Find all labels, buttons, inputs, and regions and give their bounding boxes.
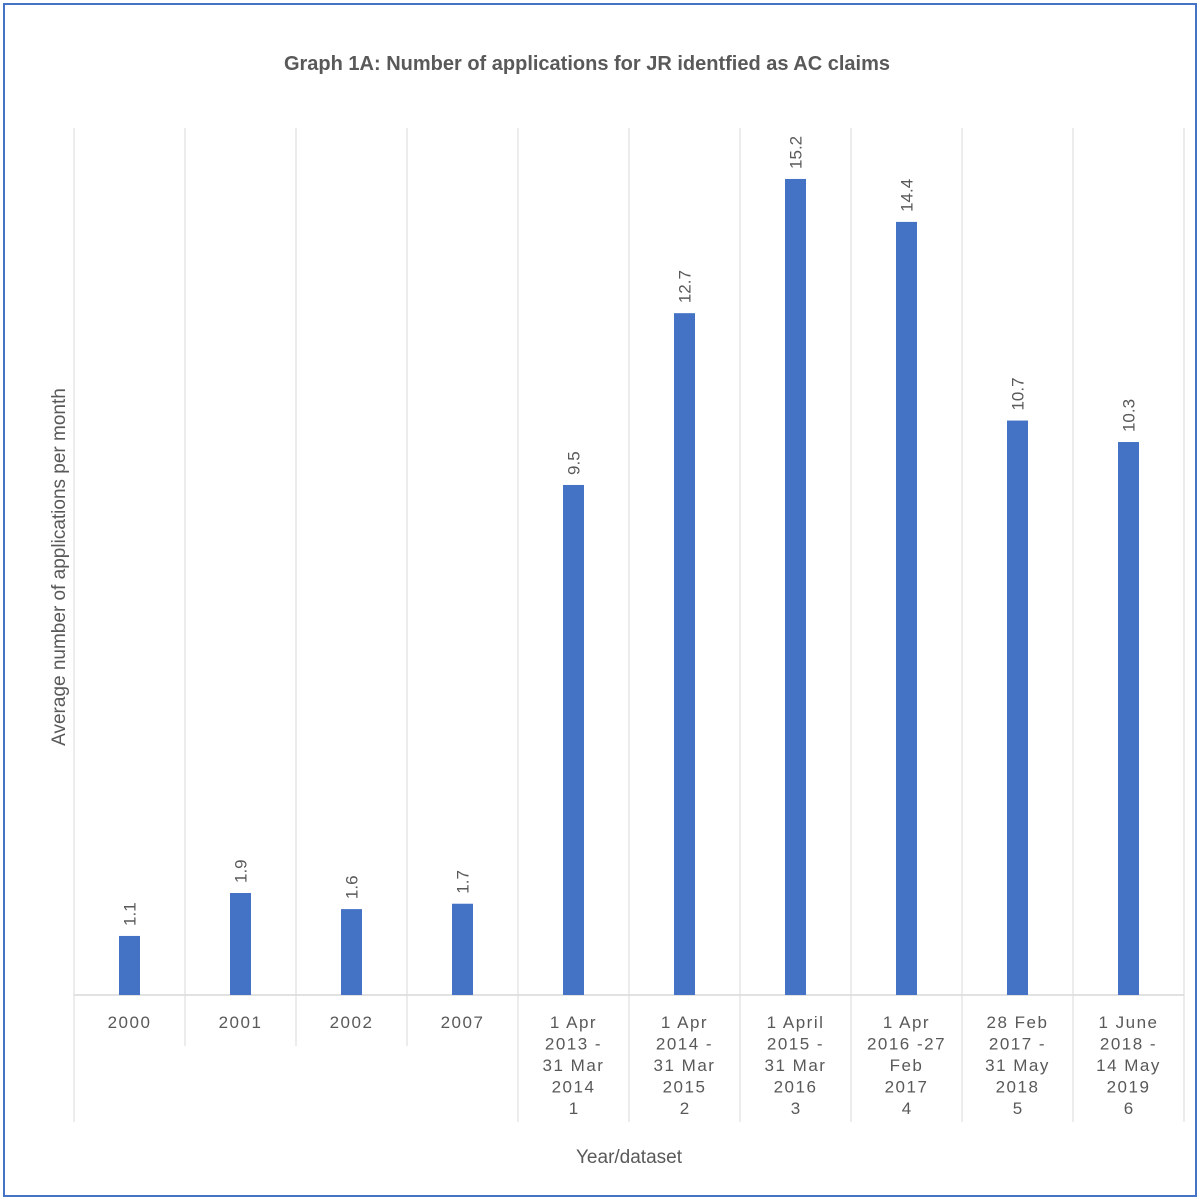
x-tick-label: 2019 [1107,1078,1151,1097]
x-tick-label: 2007 [441,1013,485,1032]
x-tick-label: 1 June [1098,1013,1158,1032]
x-tick-label: 2001 [219,1013,263,1032]
data-label: 1.9 [232,859,251,883]
chart-title: Graph 1A: Number of applications for JR … [283,53,891,75]
x-tick-label: 2002 [330,1013,374,1032]
data-label: 1.6 [343,875,362,899]
x-group-label: 4 [902,1099,911,1118]
data-label: 9.5 [565,451,584,475]
data-label: 10.3 [1120,399,1139,432]
x-tick-label: 31 Mar [543,1056,605,1075]
x-tick-label: Feb [890,1056,924,1075]
x-tick-label: 1 Apr [883,1013,930,1032]
bar [674,313,695,995]
chart-frame: Graph 1A: Number of applications for JR … [3,3,1197,1197]
data-label: 1.1 [121,902,140,926]
x-tick-label: 2000 [108,1013,152,1032]
x-tick-label: 2013 - [545,1035,602,1054]
x-tick-label: 2016 [774,1078,818,1097]
bar [896,221,917,995]
x-tick-label: 1 April [767,1013,825,1032]
bar [230,892,251,995]
data-label: 1.7 [454,870,473,894]
x-tick-label: 2018 [996,1078,1040,1097]
bar [1118,442,1139,995]
x-tick-label: 14 May [1096,1056,1161,1075]
bar [119,935,140,995]
data-label: 14.4 [898,179,917,212]
x-tick-label: 2017 [885,1078,929,1097]
x-tick-label: 31 May [985,1056,1050,1075]
x-tick-label: 2014 [552,1078,596,1097]
x-group-label: 6 [1124,1099,1133,1118]
x-tick-label: 2017 - [989,1035,1046,1054]
x-group-label: 3 [791,1099,800,1118]
bar [785,178,806,995]
x-tick-label: 2015 - [767,1035,824,1054]
bar [452,903,473,995]
data-label: 12.7 [676,270,695,303]
bar [341,909,362,995]
x-group-label: 5 [1013,1099,1022,1118]
x-tick-label: 1 Apr [550,1013,597,1032]
x-tick-label: 31 Mar [765,1056,827,1075]
x-axis-label: Year/dataset [576,1147,682,1168]
x-tick-label: 28 Feb [987,1013,1049,1032]
x-tick-label: 31 Mar [654,1056,716,1075]
bar [1007,420,1028,995]
x-tick-label: 2014 - [656,1035,713,1054]
x-group-label: 2 [680,1099,689,1118]
x-group-label: 1 [569,1099,578,1118]
data-label: 10.7 [1009,377,1028,410]
bar [563,484,584,995]
x-tick-label: 2015 [663,1078,707,1097]
x-tick-label: 2016 -27 [867,1035,946,1054]
data-label: 15.2 [787,136,806,169]
x-tick-label: 1 Apr [661,1013,708,1032]
x-tick-label: 2018 - [1100,1035,1157,1054]
